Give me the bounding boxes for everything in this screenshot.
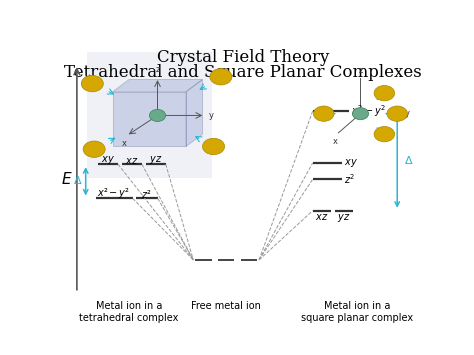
Polygon shape — [112, 80, 202, 92]
Text: $z^2$: $z^2$ — [344, 173, 355, 186]
Text: $yz$: $yz$ — [337, 212, 351, 224]
Circle shape — [83, 141, 105, 157]
Text: x: x — [122, 139, 127, 148]
Text: $z²$: $z²$ — [141, 188, 152, 200]
Text: −: − — [218, 72, 224, 81]
Text: −: − — [394, 111, 400, 117]
Polygon shape — [186, 80, 202, 147]
Text: Tetrahedral and Square Planar Complexes: Tetrahedral and Square Planar Complexes — [64, 65, 422, 81]
Text: y: y — [209, 111, 214, 120]
Polygon shape — [112, 92, 186, 147]
Text: $xy$: $xy$ — [344, 157, 358, 169]
Text: Δ: Δ — [405, 156, 412, 166]
Text: E: E — [62, 172, 72, 187]
Text: −: − — [91, 145, 98, 154]
Circle shape — [202, 138, 225, 155]
Circle shape — [374, 126, 395, 142]
Bar — [87, 52, 212, 178]
Text: Metal ion in a
tetrahedral complex: Metal ion in a tetrahedral complex — [79, 301, 179, 322]
Text: −: − — [321, 111, 327, 117]
Circle shape — [313, 106, 334, 121]
Circle shape — [352, 108, 369, 120]
Text: $yz$: $yz$ — [149, 154, 162, 165]
Circle shape — [210, 69, 232, 85]
Text: $x²−y²$: $x²−y²$ — [97, 186, 130, 200]
Text: $xz$: $xz$ — [125, 155, 138, 165]
Text: Metal ion in a
square planar complex: Metal ion in a square planar complex — [301, 301, 413, 322]
Text: Δ: Δ — [74, 176, 82, 186]
Text: z: z — [155, 65, 160, 75]
Circle shape — [82, 75, 103, 92]
Text: $xz$: $xz$ — [315, 212, 328, 222]
Text: −: − — [210, 142, 217, 151]
Text: −: − — [89, 79, 96, 88]
Text: z: z — [358, 66, 363, 75]
Circle shape — [387, 106, 408, 121]
Text: −: − — [382, 90, 387, 96]
Text: Crystal Field Theory: Crystal Field Theory — [157, 49, 329, 66]
Text: Free metal ion: Free metal ion — [191, 301, 261, 311]
Text: $xy$: $xy$ — [101, 154, 115, 165]
Circle shape — [149, 109, 165, 121]
Text: −: − — [382, 131, 387, 137]
Text: y: y — [405, 109, 410, 118]
Circle shape — [374, 86, 395, 101]
Text: x: x — [332, 137, 337, 146]
Text: $x^2-y^2$: $x^2-y^2$ — [351, 103, 386, 119]
